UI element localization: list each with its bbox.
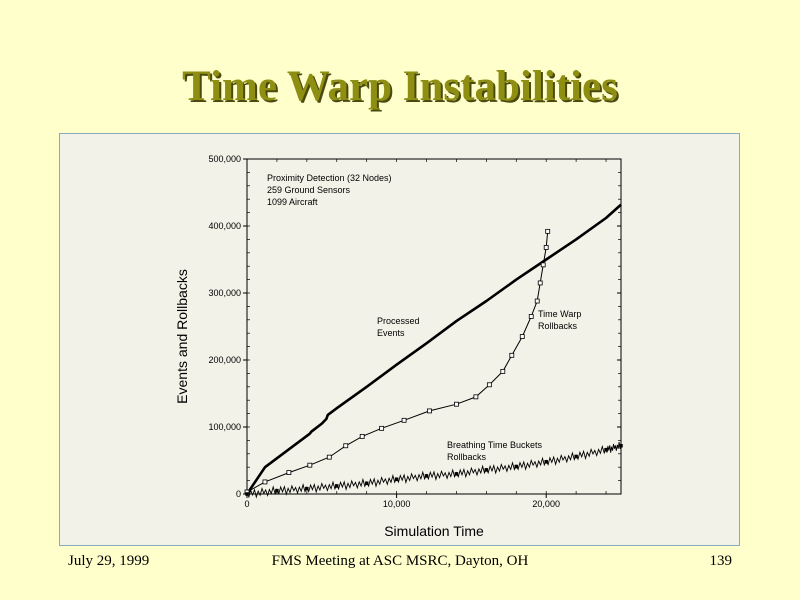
chart-annotation-line: 1099 Aircraft	[267, 197, 318, 207]
time-warp-rollbacks-marker	[307, 462, 313, 468]
breathing-time-buckets-marker	[335, 484, 339, 488]
series-processed-events-line	[245, 203, 622, 495]
time-warp-rollbacks-marker	[401, 417, 407, 423]
breathing-time-buckets-marker	[364, 481, 369, 486]
y-tick-label: 300,000	[208, 288, 241, 298]
chart-annotation-line: 259 Ground Sensors	[267, 185, 351, 195]
x-tick-label: 0	[244, 499, 249, 509]
series-label-breathing-time-buckets: Breathing Time Buckets	[447, 440, 543, 450]
time-warp-rollbacks-marker	[500, 368, 506, 374]
footer-meeting: FMS Meeting at ASC MSRC, Dayton, OH	[271, 553, 529, 569]
breathing-time-buckets-marker	[604, 448, 608, 452]
x-axis-label: Simulation Time	[384, 523, 484, 539]
x-tick-label: 20,000	[532, 499, 560, 509]
series-label-processed-events: Processed	[377, 316, 420, 326]
footer-page-number: 139	[709, 553, 733, 569]
breathing-time-buckets-marker	[394, 477, 399, 482]
plot-frame	[246, 158, 622, 495]
series-time-warp-rollbacks-line	[246, 231, 549, 493]
time-warp-rollbacks-marker	[454, 401, 459, 407]
y-tick-label: 500,000	[208, 154, 241, 164]
breathing-time-buckets-marker	[514, 464, 519, 469]
breathing-time-buckets-marker	[305, 486, 309, 491]
time-warp-rollbacks-marker	[540, 262, 546, 268]
x-tick-label: 10,000	[383, 499, 411, 509]
time-warp-rollbacks-marker	[473, 394, 479, 400]
chart-panel: 0 100,000 200,000 300,000 400,000 500,000 0 10,…	[59, 133, 740, 546]
y-tick-label: 100,000	[208, 422, 241, 432]
breathing-time-buckets-marker	[544, 460, 548, 464]
slide-title: Time Warp Instabilities	[182, 63, 618, 110]
time-warp-rollbacks-marker	[379, 425, 385, 431]
breathing-time-buckets-marker	[484, 468, 489, 472]
time-warp-rollbacks-marker	[427, 408, 432, 414]
time-warp-rollbacks-marker	[534, 298, 540, 304]
time-warp-rollbacks-marker	[262, 479, 268, 485]
breathing-time-buckets-marker	[454, 472, 459, 476]
breathing-time-buckets-marker	[245, 492, 249, 496]
time-warp-rollbacks-marker	[519, 334, 525, 339]
time-warp-rollbacks-marker	[509, 352, 515, 358]
chart-annotation-line: Proximity Detection (32 Nodes)	[267, 173, 392, 183]
breathing-time-buckets-marker	[574, 454, 578, 459]
y-tick-label: 0	[236, 489, 241, 499]
breathing-time-buckets-marker	[619, 444, 623, 448]
y-axis-label: Events and Rollbacks	[174, 269, 190, 404]
time-warp-rollbacks-marker	[543, 245, 549, 250]
series-label-time-warp-rollbacks: Time Warp	[538, 309, 581, 319]
time-warp-rollbacks-marker	[537, 280, 543, 286]
y-tick-label: 400,000	[208, 221, 241, 231]
time-warp-rollbacks-marker	[545, 228, 551, 234]
time-warp-rollbacks-marker	[359, 433, 365, 439]
series-label-breathing-time-buckets: Rollbacks	[447, 452, 487, 462]
breathing-time-buckets-marker	[275, 488, 279, 493]
series-label-time-warp-rollbacks: Rollbacks	[538, 321, 578, 331]
breathing-time-buckets-marker	[424, 474, 429, 478]
time-warp-rollbacks-marker	[286, 470, 292, 475]
time-warp-rollbacks-marker	[343, 443, 349, 449]
series-breathing-time-buckets-line	[246, 442, 622, 499]
time-warp-rollbacks-marker	[528, 314, 534, 319]
series-label-processed-events: Events	[377, 328, 405, 338]
y-tick-label: 200,000	[208, 355, 241, 365]
footer-date: July 29, 1999	[68, 553, 150, 569]
time-warp-rollbacks-marker	[326, 454, 332, 460]
chart: 0 100,000 200,000 300,000 400,000 500,000 0 10,…	[174, 154, 623, 539]
time-warp-rollbacks-marker	[486, 382, 492, 388]
